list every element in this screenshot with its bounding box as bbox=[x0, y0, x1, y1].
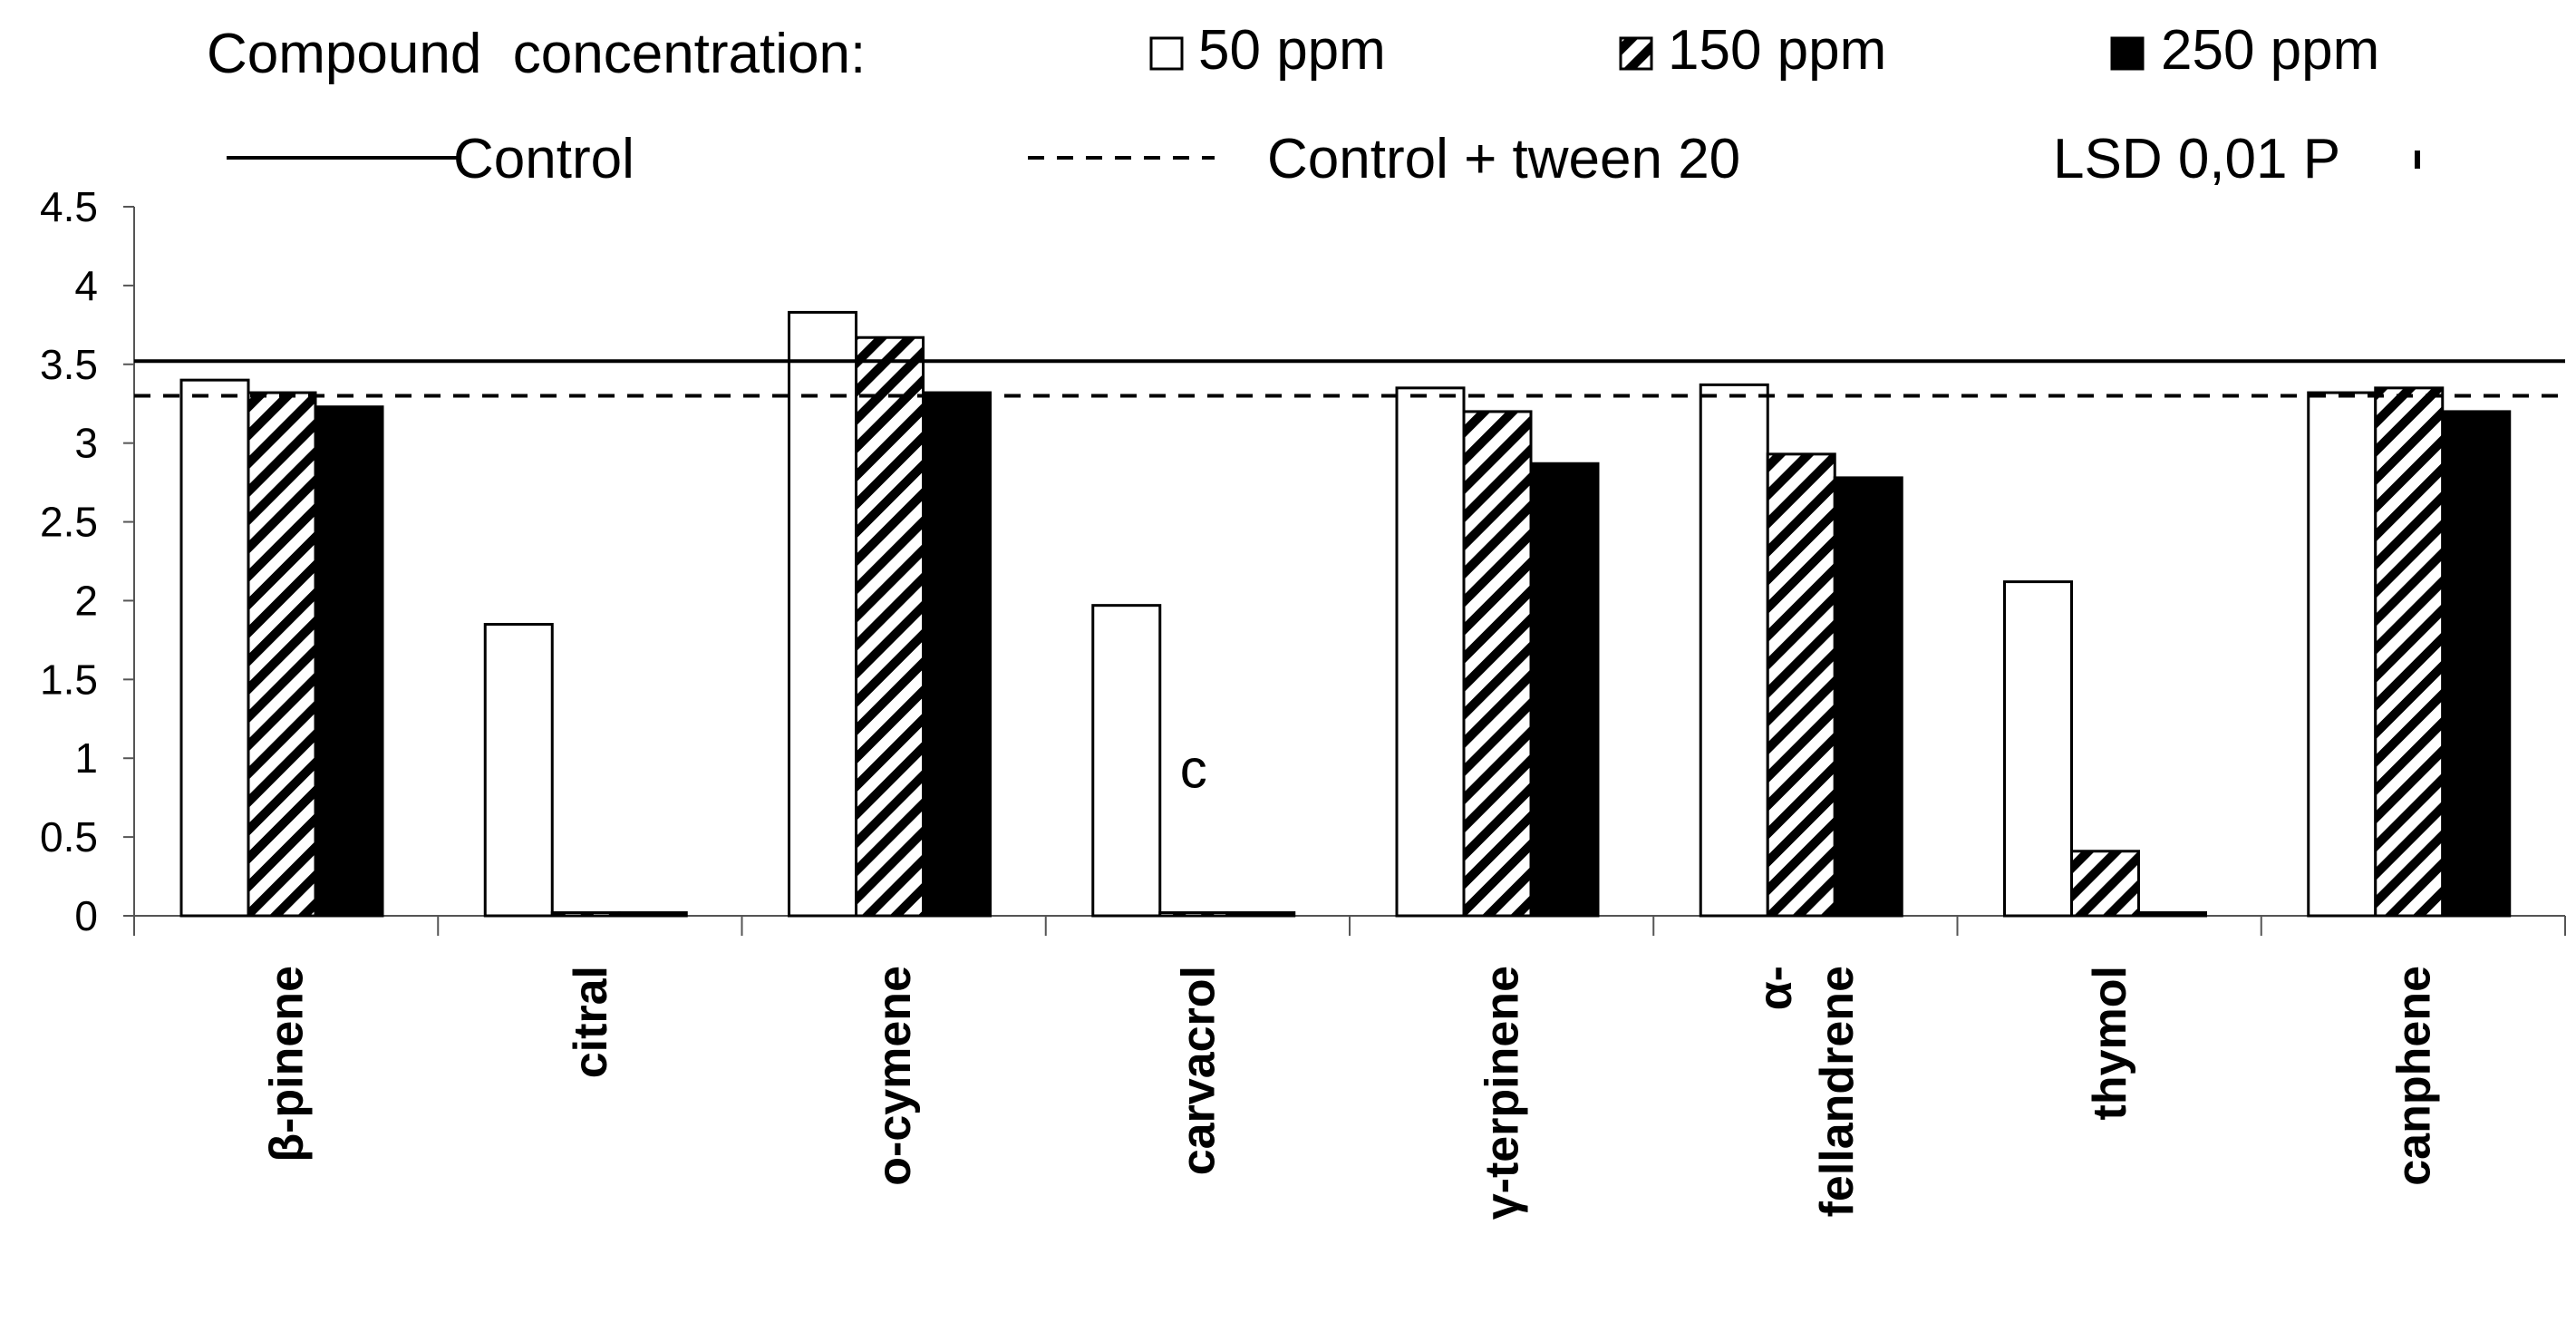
bar-hatched-2 bbox=[855, 335, 925, 918]
category-label: fellandrene bbox=[1811, 966, 1864, 1217]
bar-black-5 bbox=[1833, 476, 1903, 918]
legend-item-series-0: 50 ppm bbox=[1149, 19, 1386, 82]
bar-hatched-0 bbox=[247, 391, 317, 918]
bar-white-7 bbox=[2307, 391, 2377, 918]
legend-item-series-1: 150 ppm bbox=[1619, 19, 1886, 82]
bars bbox=[179, 310, 2512, 918]
bar-white-5 bbox=[1699, 383, 1769, 918]
bar-white-0 bbox=[179, 378, 250, 918]
annotations: c bbox=[1180, 738, 1207, 799]
y-tick-label: 3 bbox=[74, 420, 98, 467]
bar-black-6 bbox=[2137, 911, 2207, 918]
bar-hatched-1 bbox=[550, 911, 621, 918]
category-label: thymol bbox=[2084, 966, 2136, 1120]
y-tick-label: 2 bbox=[74, 577, 98, 624]
category-labels: β-pinene citral o-cymene carvacrol γ-terpine… bbox=[261, 966, 2441, 1220]
bar-white-1 bbox=[483, 623, 554, 918]
legend-item-series-2: 250 ppm bbox=[2110, 19, 2379, 82]
legend-title: Compound concentration: bbox=[207, 23, 866, 85]
bar-black-0 bbox=[314, 405, 384, 918]
bar-hatched-7 bbox=[2374, 386, 2445, 918]
bar-hatched-3 bbox=[1158, 911, 1229, 918]
y-tick-label: 1.5 bbox=[40, 656, 98, 703]
category-label: o-cymene bbox=[868, 966, 921, 1186]
bar-white-3 bbox=[1091, 604, 1162, 918]
legend-swatch-white bbox=[1149, 36, 1184, 71]
annotation-label: c bbox=[1180, 738, 1207, 799]
bar-hatched-6 bbox=[2070, 850, 2140, 918]
category-label: citral bbox=[565, 966, 617, 1078]
legend-label-series-2: 250 ppm bbox=[2161, 19, 2379, 82]
legend-label-control: Control bbox=[453, 128, 634, 190]
category-label: α- bbox=[1749, 966, 1802, 1010]
legend-label-lsd: LSD 0,01 P bbox=[2053, 128, 2340, 190]
legend-swatch-hatched bbox=[1619, 36, 1653, 71]
category-label: γ-terpinene bbox=[1477, 966, 1529, 1220]
bar-white-4 bbox=[1395, 386, 1466, 918]
bar-black-7 bbox=[2441, 410, 2512, 918]
legend-label-series-1: 150 ppm bbox=[1668, 19, 1886, 82]
bar-white-2 bbox=[788, 310, 857, 918]
category-label: β-pinene bbox=[261, 966, 314, 1162]
y-tick-label: 2.5 bbox=[40, 499, 98, 546]
legend-label-series-0: 50 ppm bbox=[1198, 19, 1386, 82]
y-axis: 0 0.5 1 1.5 2 2.5 3 3.5 4 4.5 bbox=[40, 183, 135, 939]
legend-item-lsd: LSD 0,01 P bbox=[2053, 128, 2420, 190]
legend-item-control-tween: Control + tween 20 bbox=[1028, 128, 1740, 190]
bar-black-4 bbox=[1529, 462, 1600, 918]
category-label: carvacrol bbox=[1172, 966, 1225, 1175]
legend-item-control: Control bbox=[227, 128, 634, 190]
bar-white-6 bbox=[2003, 580, 2073, 918]
y-tick-label: 0.5 bbox=[40, 813, 98, 860]
legend-label-control-tween: Control + tween 20 bbox=[1267, 128, 1740, 190]
legend-lsd-marker bbox=[2415, 151, 2420, 169]
bar-black-1 bbox=[617, 911, 688, 918]
bar-hatched-5 bbox=[1766, 452, 1836, 918]
bar-black-2 bbox=[922, 391, 992, 918]
x-axis bbox=[133, 915, 2566, 936]
legend: Compound concentration: 50 ppm 150 ppm 2… bbox=[207, 19, 2420, 190]
legend-swatch-black bbox=[2110, 36, 2145, 71]
bar-hatched-4 bbox=[1462, 410, 1533, 918]
y-tick-label: 0 bbox=[74, 892, 98, 939]
category-label: canphene bbox=[2387, 966, 2440, 1186]
reference-lines bbox=[134, 359, 2565, 398]
y-tick-label: 4 bbox=[74, 262, 98, 309]
y-tick-label: 3.5 bbox=[40, 341, 98, 388]
y-tick-label: 1 bbox=[74, 734, 98, 782]
y-tick-label: 4.5 bbox=[40, 183, 98, 230]
bar-black-3 bbox=[1225, 911, 1296, 918]
